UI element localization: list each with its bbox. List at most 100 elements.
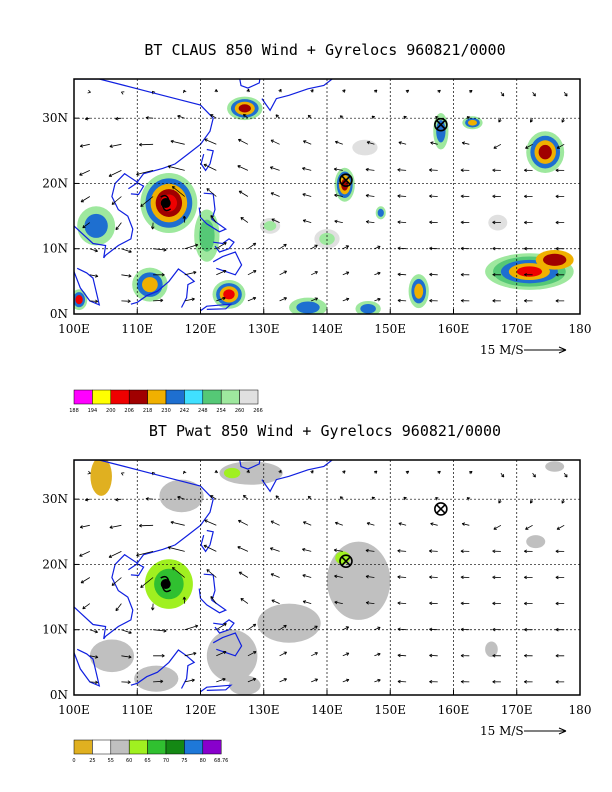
- wind-vector: [498, 499, 502, 504]
- wind-vector: [430, 141, 438, 145]
- wind-vector: [524, 601, 533, 606]
- x-tick-label: 170E: [501, 703, 533, 717]
- wind-vector: [136, 551, 154, 557]
- wind-vector: [138, 142, 154, 147]
- wind-vector: [374, 89, 378, 93]
- wind-vector: [492, 601, 501, 606]
- wind-vector: [84, 497, 90, 502]
- wind-vector: [492, 299, 501, 303]
- field-contour: [414, 283, 424, 299]
- colorbar-label: 68.76: [214, 758, 228, 764]
- wind-vector: [279, 270, 288, 276]
- wind-vector: [79, 551, 90, 557]
- wind-vector: [429, 679, 438, 684]
- field-contour: [199, 219, 215, 252]
- wind-vector: [184, 678, 195, 683]
- wind-vector: [89, 655, 99, 659]
- wind-vector: [397, 679, 407, 684]
- wind-vector: [334, 574, 343, 579]
- gyre-location-marker: [434, 117, 448, 132]
- field-contour: [543, 253, 567, 266]
- coastline-segment: [74, 79, 214, 259]
- wind-vector: [242, 494, 249, 500]
- wind-vector: [333, 548, 343, 553]
- coastline-segment: [128, 182, 145, 196]
- wind-vector: [374, 245, 381, 250]
- claus-field: [74, 96, 574, 314]
- wind-vector: [342, 678, 350, 683]
- coastline-segment: [130, 649, 196, 689]
- wind-vector: [151, 471, 156, 476]
- wind-vector: [279, 651, 288, 657]
- wind-vector: [209, 114, 217, 119]
- wind-vector: [311, 652, 318, 657]
- typhoon-symbol-arm: [160, 194, 172, 212]
- field-contour: [257, 603, 321, 643]
- wind-vector: [333, 167, 343, 172]
- wind-vector: [524, 575, 533, 580]
- wind-vector: [302, 219, 312, 223]
- wind-vector: [492, 220, 501, 225]
- wind-vector: [206, 569, 217, 578]
- colorbar-label: 200: [106, 408, 116, 414]
- field-contour: [134, 665, 179, 692]
- coastline-segment: [128, 563, 145, 577]
- wind-vector: [398, 141, 407, 145]
- field-contour: [75, 294, 83, 305]
- coastline-segment: [200, 303, 233, 312]
- colorbar-label: 70: [163, 758, 169, 764]
- wind-vector: [397, 272, 407, 277]
- vector-reference-arrow: [524, 346, 567, 354]
- field-contour: [90, 460, 112, 496]
- wind-vector: [121, 274, 132, 278]
- colorbar-label: 60: [126, 758, 132, 764]
- coastline: [74, 460, 333, 693]
- coastline-segment: [198, 192, 228, 233]
- wind-vector: [524, 653, 533, 658]
- wind-vector: [269, 166, 280, 171]
- wind-vector: [405, 89, 410, 94]
- wind-vector: [238, 571, 249, 578]
- wind-vector: [247, 270, 257, 276]
- wind-vector: [170, 520, 185, 526]
- wind-vector: [460, 627, 470, 632]
- wind-vector: [279, 297, 288, 302]
- field-contour: [377, 208, 384, 217]
- wind-vector: [342, 652, 350, 657]
- wind-vector: [210, 215, 217, 223]
- wind-vector: [342, 297, 350, 302]
- coastline-segment: [239, 460, 261, 470]
- wind-vector: [79, 524, 90, 529]
- wind-vector: [397, 220, 407, 224]
- wind-vector: [87, 89, 91, 94]
- colorbar-label: 75: [181, 758, 187, 764]
- wind-vector: [247, 623, 257, 631]
- wind-vector: [374, 271, 381, 276]
- wind-vector: [563, 91, 568, 97]
- wind-vector: [342, 470, 346, 474]
- field-contour: [485, 641, 498, 658]
- wind-vector: [302, 193, 312, 197]
- wind-vector: [270, 573, 280, 578]
- wind-vector: [498, 118, 502, 123]
- wind-vector: [79, 170, 90, 176]
- chart-panel-claus: 100E 110E 120E 130E 140E 150E 160E 170E 180 0N 10N…: [42, 78, 591, 414]
- wind-vector: [311, 678, 319, 683]
- field-contour: [327, 541, 391, 620]
- wind-vector: [492, 653, 501, 658]
- colorbar-swatch: [202, 739, 222, 755]
- wind-vector: [365, 574, 375, 579]
- wind-vector: [492, 575, 501, 580]
- wind-vector: [334, 193, 343, 198]
- wind-vector: [171, 567, 185, 578]
- wind-vector: [492, 627, 501, 632]
- wind-vector: [366, 522, 375, 526]
- field-contour: [263, 221, 277, 231]
- wind-vector: [556, 143, 565, 149]
- wind-vector: [460, 298, 470, 303]
- wind-vector: [374, 470, 378, 474]
- wind-vector: [492, 680, 501, 684]
- wind-vector: [500, 472, 505, 478]
- wind-vector: [136, 170, 154, 176]
- wind-vector: [153, 272, 165, 277]
